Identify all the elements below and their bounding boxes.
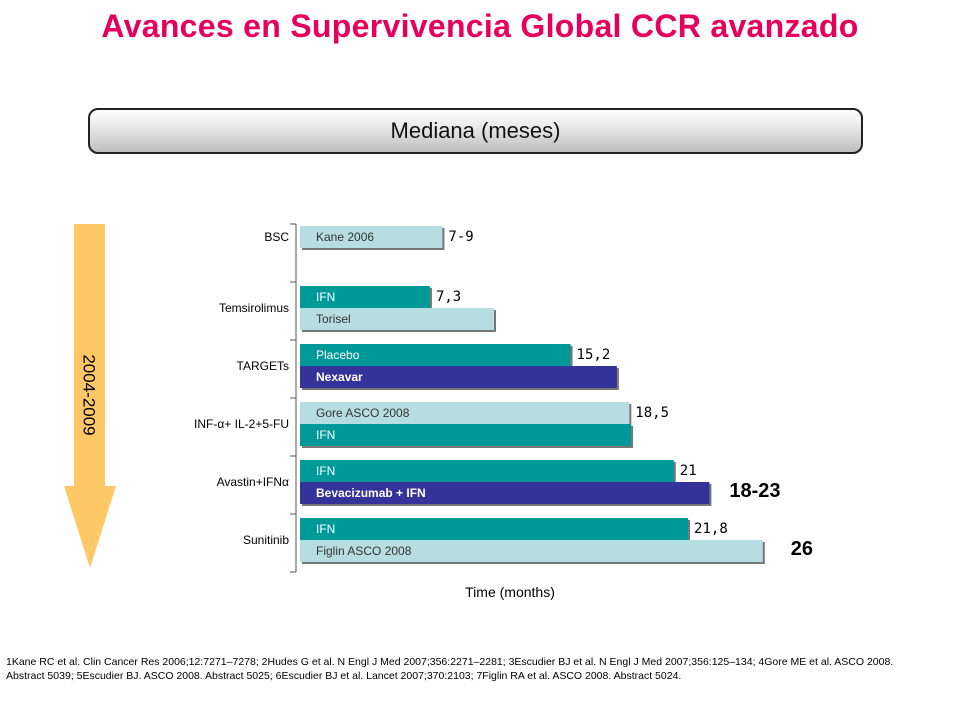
x-axis-label: Time (months) bbox=[465, 584, 555, 600]
category-label: BSC bbox=[264, 230, 289, 244]
bar bbox=[300, 226, 443, 248]
category-label: Sunitinib bbox=[243, 533, 289, 547]
bar-label: Kane 2006 bbox=[316, 230, 374, 244]
bar-label: Gore ASCO 2008 bbox=[316, 406, 410, 420]
bar bbox=[300, 286, 430, 308]
bar-label: Figlin ASCO 2008 bbox=[316, 544, 412, 558]
bar-label: Torisel bbox=[316, 312, 351, 326]
value-label: 7,3 bbox=[436, 289, 461, 305]
banner-label: Mediana (meses) bbox=[390, 118, 561, 143]
value-label: 21 bbox=[680, 463, 697, 479]
value-label: 21,8 bbox=[694, 521, 728, 537]
down-arrow-icon bbox=[64, 224, 116, 568]
value-label: 15,2 bbox=[577, 347, 611, 363]
category-label: Avastin+IFNα bbox=[217, 475, 289, 489]
value-label: 18,5 bbox=[635, 405, 669, 421]
bar bbox=[300, 518, 689, 540]
bar bbox=[300, 460, 674, 482]
bar-label: Nexavar bbox=[316, 370, 363, 384]
bar bbox=[300, 402, 630, 424]
annotation-18-23: 18-23 bbox=[729, 480, 781, 502]
annotation-26: 26 bbox=[790, 538, 814, 560]
category-label: INF-α+ IL-2+5-FU bbox=[194, 417, 289, 431]
bar-label: IFN bbox=[316, 464, 335, 478]
bar-label: Placebo bbox=[316, 348, 360, 362]
bar bbox=[300, 540, 763, 562]
category-label: Temsirolimus bbox=[219, 301, 289, 315]
category-label: TARGETs bbox=[237, 359, 289, 373]
bar bbox=[300, 344, 571, 366]
bar-label: IFN bbox=[316, 522, 335, 536]
references: 1Kane RC et al. Clin Cancer Res 2006;12:… bbox=[6, 656, 894, 682]
value-label: 7-9 bbox=[448, 229, 473, 245]
slide-title: Avances en Supervivencia Global CCR avan… bbox=[101, 8, 859, 44]
bar-label: Bevacizumab + IFN bbox=[316, 486, 426, 500]
bar bbox=[300, 424, 632, 446]
bar bbox=[300, 366, 617, 388]
bar bbox=[300, 482, 710, 504]
bar bbox=[300, 308, 495, 330]
median-banner: Mediana (meses) bbox=[88, 108, 863, 154]
bar-label: IFN bbox=[316, 290, 335, 304]
bar-label: IFN bbox=[316, 428, 335, 442]
